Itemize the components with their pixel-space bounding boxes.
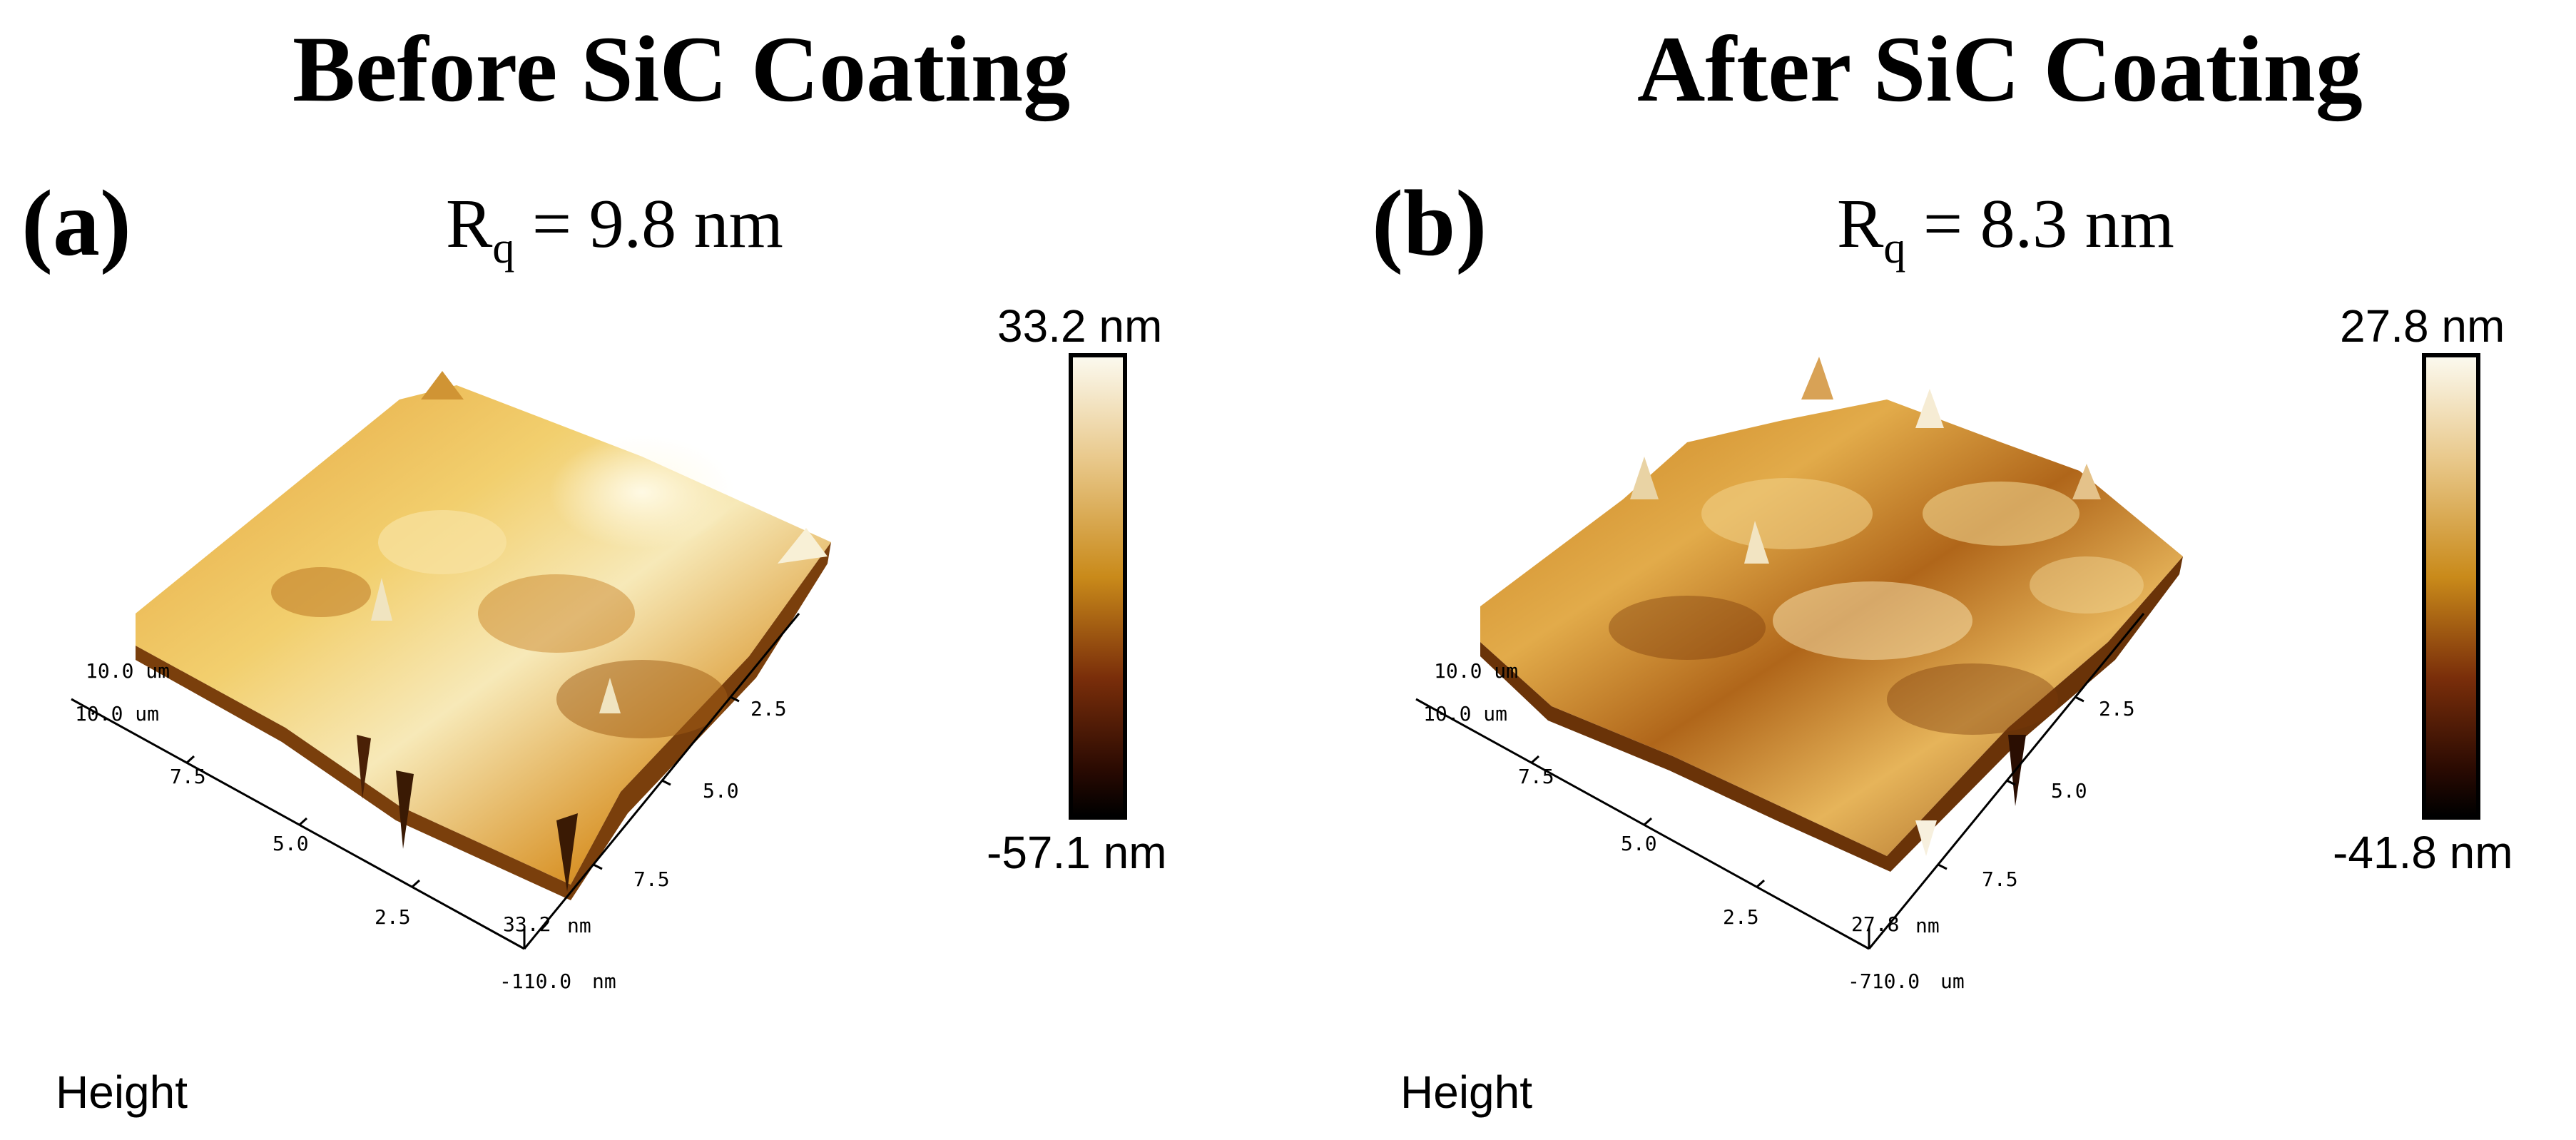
left-axis-tick-label: 2.5: [1723, 905, 1759, 929]
axis-ticks: [185, 696, 740, 888]
z-unit-label: nm: [567, 914, 591, 937]
left-axis-tick-label: 2.5: [375, 905, 411, 929]
z-bottom-label: -110.0: [499, 969, 571, 993]
colorbar-min-label: -41.8 nm: [2333, 827, 2513, 878]
colorbar-max-label: 27.8 nm: [2340, 300, 2505, 352]
axis-ticks: [1530, 696, 2084, 888]
z-top-label: 33.2: [503, 912, 551, 936]
colorbar-max-label: 33.2 nm: [997, 300, 1163, 352]
panel-title: After SiC Coating: [1637, 16, 2363, 121]
z-bottom-unit-label: um: [1940, 969, 1965, 993]
afm-3d-surface: 10.0 um 10.0 um 7.5 5.0 2.5 2.5 5.0 7.5 …: [1415, 357, 2183, 993]
channel-label: Height: [1400, 1067, 1532, 1118]
rq-subscript: q: [1883, 224, 1906, 273]
surface-front-edge: [1480, 556, 2183, 872]
rq-value: = 8.3 nm: [1905, 185, 2174, 263]
panel-title: Before SiC Coating: [292, 16, 1071, 121]
right-axis-tick-label: 7.5: [633, 867, 670, 891]
colorbar: [1069, 353, 1127, 820]
rq-subscript: q: [492, 224, 515, 273]
z-bottom-label: -710.0: [1848, 969, 1920, 993]
left-axis-tick-label: 7.5: [1518, 765, 1554, 788]
left-axis-tick-label: 5.0: [273, 832, 309, 855]
y-origin-label: 10.0 um: [1434, 659, 1518, 683]
x-origin-label: 10.0 um: [75, 702, 159, 726]
surface-highlight: [549, 435, 735, 549]
colorbar-min-label: -57.1 nm: [987, 827, 1167, 878]
right-axis-tick-label: 2.5: [750, 697, 787, 721]
z-bottom-unit-label: nm: [592, 969, 616, 993]
y-origin-label: 10.0 um: [86, 659, 170, 683]
panel-letter: (a): [21, 171, 131, 275]
right-axis-tick-label: 5.0: [2051, 779, 2087, 803]
channel-label: Height: [56, 1067, 188, 1118]
x-origin-label: 10.0 um: [1423, 702, 1507, 726]
colorbar: [2422, 353, 2480, 820]
right-axis-tick-label: 5.0: [703, 779, 739, 803]
panel-letter: (b): [1372, 171, 1487, 275]
rq-value: = 9.8 nm: [514, 185, 783, 263]
z-unit-label: nm: [1915, 914, 1940, 937]
z-top-label: 27.8: [1851, 912, 1899, 936]
roughness-label: Rq = 9.8 nm: [446, 184, 783, 274]
right-axis-tick-label: 7.5: [1982, 867, 2018, 891]
left-axis-tick-label: 7.5: [170, 765, 206, 788]
afm-3d-surface: 10.0 um 10.0 um 7.5 5.0 2.5 2.5 5.0 7.5 …: [71, 371, 831, 993]
right-axis-tick-label: 2.5: [2099, 697, 2135, 721]
roughness-label: Rq = 8.3 nm: [1837, 184, 2174, 274]
rq-symbol: R: [1837, 185, 1884, 263]
rq-symbol: R: [446, 185, 493, 263]
surface-body: [136, 385, 831, 885]
panel-before-coating: Before SiC Coating (a) Rq = 9.8 nm: [21, 16, 1167, 1118]
left-axis-tick-label: 5.0: [1621, 832, 1657, 855]
panel-after-coating: After SiC Coating (b) Rq = 8.3 nm: [1288, 0, 2575, 1140]
